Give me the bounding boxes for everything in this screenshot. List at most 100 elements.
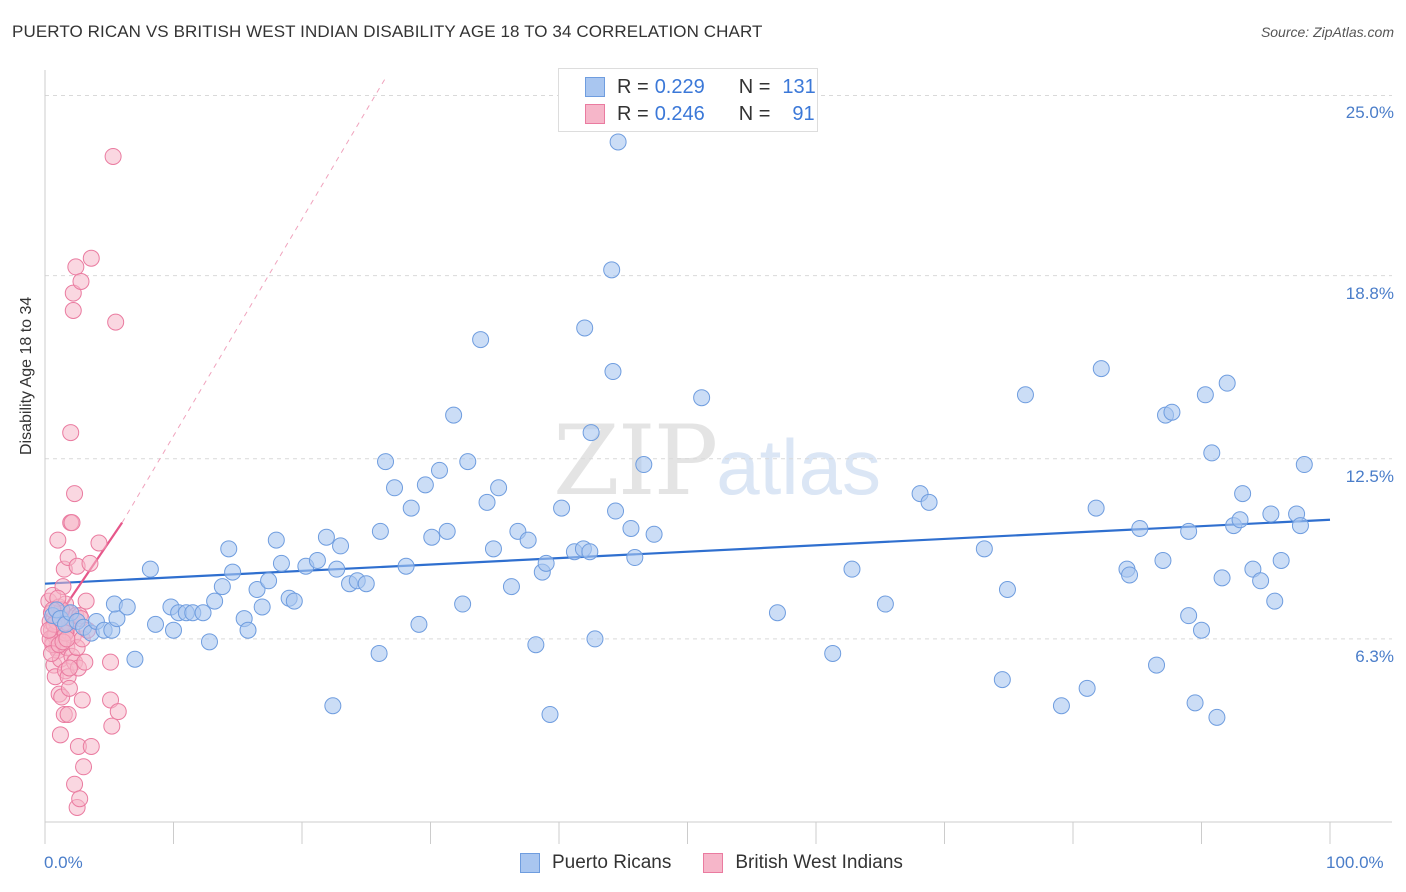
n-label: N = — [738, 75, 771, 98]
data-point-puerto-ricans — [472, 331, 490, 349]
data-point-puerto-ricans — [430, 461, 448, 479]
trend-line-puerto-ricans — [44, 518, 1331, 585]
data-point-british-west-indians — [71, 790, 89, 808]
data-point-puerto-ricans — [635, 456, 653, 474]
data-point-puerto-ricans — [272, 554, 290, 572]
correlation-legend: R = 0.229 N = 131 R = 0.246 N = 91 — [558, 68, 818, 132]
data-point-puerto-ricans — [206, 592, 224, 610]
data-point-puerto-ricans — [1266, 592, 1284, 610]
series-legend: Puerto Ricans British West Indians — [520, 852, 935, 874]
data-point-british-west-indians — [72, 272, 90, 290]
data-point-british-west-indians — [64, 302, 82, 319]
data-point-puerto-ricans — [141, 560, 159, 578]
watermark-atlas: atlas — [716, 423, 881, 511]
data-point-british-west-indians — [60, 679, 78, 697]
data-point-puerto-ricans — [438, 522, 456, 540]
data-point-puerto-ricans — [553, 499, 571, 517]
data-point-puerto-ricans — [118, 598, 136, 616]
n-value: 131 — [782, 75, 816, 98]
data-point-puerto-ricans — [1295, 456, 1313, 474]
blue-swatch — [585, 77, 605, 97]
trend-line-extension-british-west-indians — [121, 77, 386, 523]
data-point-british-west-indians — [104, 147, 122, 165]
data-point-puerto-ricans — [1291, 517, 1309, 535]
pink-swatch — [585, 104, 605, 124]
data-point-puerto-ricans — [200, 633, 218, 651]
data-point-puerto-ricans — [285, 592, 303, 610]
y-tick-label: 18.8% — [1345, 283, 1394, 303]
data-point-puerto-ricans — [1154, 551, 1172, 569]
data-point-puerto-ricans — [609, 133, 627, 151]
legend-row-puerto-ricans: R = 0.229 N = 131 — [585, 75, 816, 99]
data-point-puerto-ricans — [622, 519, 640, 537]
data-point-puerto-ricans — [607, 502, 625, 520]
data-point-puerto-ricans — [410, 615, 428, 633]
data-point-puerto-ricans — [317, 528, 335, 546]
data-point-british-west-indians — [49, 531, 67, 549]
legend-item-british-west-indians[interactable]: British West Indians — [703, 852, 903, 874]
r-value: 0.246 — [654, 102, 705, 125]
blue-swatch — [520, 853, 540, 873]
legend-label: Puerto Ricans — [552, 852, 672, 873]
data-point-puerto-ricans — [768, 604, 786, 622]
data-point-puerto-ricans — [581, 543, 599, 561]
data-point-puerto-ricans — [260, 572, 278, 590]
data-point-puerto-ricans — [920, 493, 938, 511]
data-point-puerto-ricans — [537, 554, 555, 572]
data-point-puerto-ricans — [603, 261, 621, 279]
data-point-puerto-ricans — [1234, 485, 1252, 503]
data-point-puerto-ricans — [876, 595, 894, 613]
data-point-puerto-ricans — [1231, 511, 1249, 529]
data-point-british-west-indians — [51, 726, 69, 744]
data-point-puerto-ricans — [126, 650, 144, 668]
data-point-puerto-ricans — [843, 560, 861, 578]
data-point-puerto-ricans — [165, 621, 182, 639]
r-label: R = — [617, 102, 649, 125]
series-puerto-ricans — [44, 133, 1313, 726]
data-point-puerto-ricans — [1052, 697, 1070, 715]
data-point-puerto-ricans — [357, 575, 375, 593]
y-axis-title: Disability Age 18 to 34 — [18, 296, 35, 455]
data-point-puerto-ricans — [1148, 656, 1166, 674]
data-point-puerto-ricans — [147, 615, 165, 633]
data-point-puerto-ricans — [1163, 403, 1181, 421]
source-credit: Source: ZipAtlas.com — [1260, 24, 1394, 40]
data-point-puerto-ricans — [332, 537, 350, 555]
data-point-puerto-ricans — [484, 540, 502, 558]
data-point-puerto-ricans — [527, 636, 545, 654]
y-tick-label: 6.3% — [1355, 646, 1394, 666]
data-point-puerto-ricans — [1252, 572, 1270, 590]
data-point-puerto-ricans — [454, 595, 472, 613]
data-point-puerto-ricans — [645, 525, 663, 543]
data-point-puerto-ricans — [267, 531, 285, 549]
data-point-puerto-ricans — [213, 578, 231, 596]
legend-label: British West Indians — [735, 852, 903, 873]
data-point-puerto-ricans — [459, 453, 477, 471]
data-point-puerto-ricans — [975, 540, 993, 558]
data-point-puerto-ricans — [1092, 360, 1110, 378]
y-tick-label: 25.0% — [1345, 103, 1394, 123]
data-point-puerto-ricans — [576, 319, 594, 337]
data-point-puerto-ricans — [586, 630, 604, 648]
chart-title: PUERTO RICAN VS BRITISH WEST INDIAN DISA… — [12, 22, 763, 41]
data-point-puerto-ricans — [1196, 386, 1214, 404]
data-point-puerto-ricans — [626, 549, 644, 567]
data-point-puerto-ricans — [1131, 519, 1149, 537]
data-point-british-west-indians — [109, 703, 127, 721]
data-point-puerto-ricans — [693, 389, 711, 407]
data-point-puerto-ricans — [423, 528, 441, 546]
data-point-puerto-ricans — [993, 671, 1011, 689]
data-point-puerto-ricans — [402, 499, 420, 517]
data-point-puerto-ricans — [248, 581, 266, 598]
legend-row-british-west-indians: R = 0.246 N = 91 — [585, 102, 815, 126]
data-point-puerto-ricans — [1193, 621, 1210, 639]
data-point-british-west-indians — [73, 691, 91, 709]
legend-item-puerto-ricans[interactable]: Puerto Ricans — [520, 852, 671, 874]
data-point-puerto-ricans — [1186, 694, 1204, 712]
data-point-puerto-ricans — [239, 621, 257, 639]
data-point-puerto-ricans — [1272, 551, 1290, 569]
trend-lines — [44, 77, 1331, 637]
data-point-puerto-ricans — [220, 540, 238, 558]
data-point-puerto-ricans — [998, 581, 1016, 598]
